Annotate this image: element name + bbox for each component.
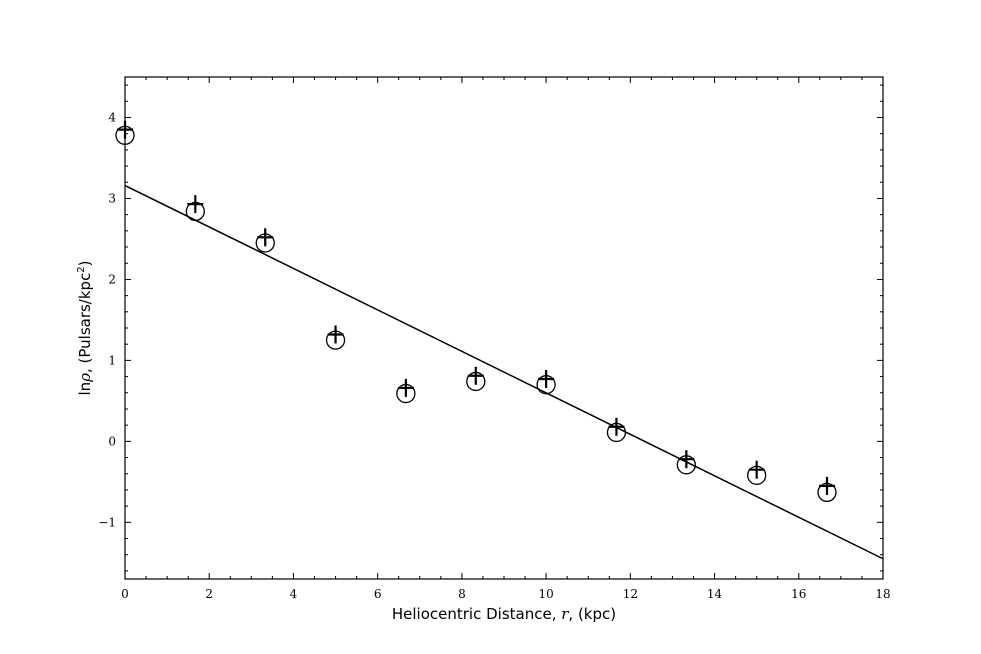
- plus-markers: [117, 120, 835, 495]
- x-tick-label: 4: [290, 587, 298, 601]
- x-tick-label: 2: [205, 587, 213, 601]
- y-tick-label: 2: [108, 272, 116, 286]
- x-tick-label: 16: [791, 587, 806, 601]
- plus-marker: [117, 120, 133, 139]
- plus-marker: [748, 460, 765, 479]
- y-tick-label: 4: [108, 110, 116, 124]
- plus-marker: [678, 450, 695, 469]
- fit-line: [124, 184, 884, 560]
- x-tick-label: 12: [623, 587, 638, 601]
- plot-frame: [124, 76, 884, 580]
- x-tick-label: 0: [121, 587, 129, 601]
- plus-marker: [257, 228, 274, 247]
- plus-marker: [818, 476, 835, 495]
- y-tick-label: 3: [108, 191, 116, 205]
- x-tick-label: 10: [538, 587, 553, 601]
- plus-marker: [538, 370, 555, 389]
- y-tick-label: 1: [108, 353, 116, 367]
- ticks: [124, 77, 884, 579]
- plus-marker: [327, 325, 344, 344]
- x-axis-label: Heliocentric Distance, r, (kpc): [392, 605, 616, 623]
- fit-line-layer: [124, 184, 884, 560]
- x-tick-label: 8: [458, 587, 466, 601]
- x-tick-label: 6: [374, 587, 382, 601]
- plus-marker: [397, 378, 414, 397]
- y-axis-label: lnρ, (Pulsars/kpc2): [76, 260, 94, 395]
- plus-marker: [187, 195, 204, 214]
- circle-markers: [115, 125, 837, 503]
- x-tick-label: 18: [875, 587, 890, 601]
- y-tick-label: 0: [108, 434, 116, 448]
- x-tick-label: 14: [707, 587, 723, 601]
- plus-marker: [467, 366, 484, 385]
- y-tick-label: −1: [98, 515, 116, 529]
- plus-marker: [608, 417, 625, 436]
